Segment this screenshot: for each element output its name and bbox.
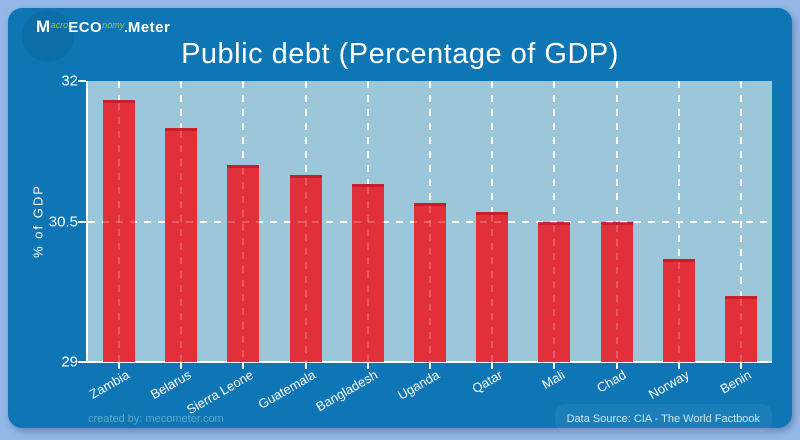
logo-eco: ECO bbox=[68, 19, 103, 36]
x-tick-mark bbox=[429, 363, 431, 369]
footer-created-by: created by: mecometer.com bbox=[88, 413, 224, 425]
y-tick-label: 30.5 bbox=[48, 213, 78, 230]
bar-bangladesh bbox=[351, 184, 384, 362]
y-tick-label: 32 bbox=[61, 72, 78, 90]
bar-guatemala bbox=[289, 174, 322, 363]
gridline-vertical bbox=[739, 81, 742, 362]
chart-title: Public debt (Percentage of GDP) bbox=[181, 38, 619, 70]
bar-benin bbox=[724, 296, 757, 362]
x-tick-mark bbox=[491, 363, 494, 369]
x-tick-mark bbox=[118, 363, 121, 369]
logo-separator: . bbox=[124, 20, 128, 35]
y-axis-line bbox=[86, 81, 88, 363]
logo-m: M bbox=[36, 17, 51, 36]
bar-qatar bbox=[476, 212, 509, 362]
y-tick-label: 29 bbox=[61, 353, 78, 371]
x-tick-mark bbox=[180, 363, 183, 369]
bar-uganda bbox=[414, 202, 446, 363]
x-tick-mark bbox=[615, 363, 618, 369]
logo-acro: acro bbox=[50, 20, 69, 30]
x-tick-mark bbox=[366, 363, 369, 369]
x-tick-mark bbox=[304, 363, 307, 369]
bar-chad bbox=[600, 221, 633, 362]
y-tick-mark bbox=[78, 220, 86, 223]
gridline-horizontal-overlay bbox=[88, 220, 772, 223]
footer-data-source: Data Source: CIA - The World Factbook bbox=[566, 413, 760, 425]
gridline-vertical bbox=[677, 81, 680, 362]
x-tick-mark bbox=[677, 363, 680, 369]
logo-meter: Meter bbox=[127, 19, 171, 36]
bar-norway bbox=[662, 258, 695, 363]
logo-watermark-circle bbox=[22, 10, 74, 62]
bar-mali bbox=[538, 221, 571, 362]
x-tick-mark bbox=[739, 363, 742, 369]
bar-sierra-leone bbox=[227, 165, 260, 362]
bar-belarus bbox=[165, 127, 198, 363]
y-tick-mark bbox=[78, 80, 86, 82]
logo: MacroECOnomy.Meter bbox=[36, 17, 170, 39]
x-axis-line bbox=[80, 361, 772, 363]
data-source-bubble: Data Source: CIA - The World Factbook bbox=[554, 404, 772, 432]
bar-zambia bbox=[103, 99, 136, 363]
x-tick-mark bbox=[242, 363, 245, 369]
logo-nomy: nomy bbox=[102, 20, 125, 30]
x-tick-mark bbox=[553, 363, 556, 369]
